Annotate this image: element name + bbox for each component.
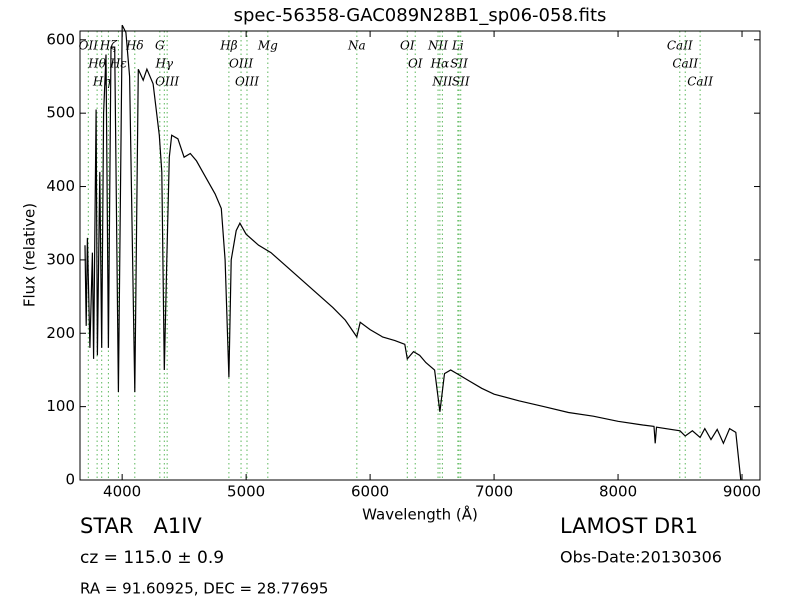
coordinates: RA = 91.60925, DEC = 28.77695 [80,580,328,598]
spectral-line-label: OIII [235,75,259,89]
survey: LAMOST DR1 [560,514,698,538]
spectral-line-label: Hθ [87,57,106,71]
spectral-line-label: CaII [667,39,693,53]
x-tick-label: 9000 [723,483,761,501]
y-tick-label: 400 [46,177,75,195]
spectral-line-label: Hζ [99,39,118,53]
spectral-line-label: Na [347,39,366,53]
spectral-line-label: OIII [155,75,179,89]
spectral-line-label: G [155,39,165,53]
spectral-line-label: SII [452,75,470,89]
spectral-line-label: Hα [430,57,450,71]
spectral-line-label: OIII [229,57,253,71]
spectral-line-label: CaII [672,57,698,71]
x-tick-label: 7000 [475,483,513,501]
x-tick-label: 5000 [227,483,265,501]
y-tick-label: 0 [65,471,75,489]
spectral-line-label: OI [400,39,415,53]
y-tick-label: 300 [46,250,75,268]
spectral-line-label: OII [79,39,99,53]
spectral-line-label: NII [427,39,448,53]
x-tick-label: 8000 [599,483,637,501]
spectral-line-label: Li [451,39,464,53]
y-tick-label: 600 [46,30,75,48]
object-class: STAR A1IV [80,514,202,538]
y-tick-label: 200 [46,324,75,342]
spectral-line-label: OI [408,57,423,71]
spectral-line-label: Hδ [125,39,144,53]
plot-frame [79,30,761,481]
spectral-line-label: SII [450,57,468,71]
x-tick-label: 6000 [351,483,389,501]
chart-title: spec-56358-GAC089N28B1_sp06-058.fits [234,5,607,26]
spectral-line-label: NII [431,75,452,89]
x-tick-label: 4000 [103,483,141,501]
spectral-line-label: Hβ [219,39,237,53]
y-axis-label: Flux (relative) [21,203,39,307]
x-axis-label: Wavelength (Å) [362,505,478,524]
y-tick-label: 500 [46,104,75,122]
spectral-line-label: CaII [687,75,713,89]
redshift: cz = 115.0 ± 0.9 [80,548,224,568]
spectral-line-label: Mg [257,39,278,53]
spectral-line-label: Hε [109,57,127,71]
y-tick-label: 100 [46,397,75,415]
obs-date: Obs-Date:20130306 [560,548,722,567]
spectral-line-label: Hγ [154,57,173,71]
spectrum-line [84,24,742,481]
